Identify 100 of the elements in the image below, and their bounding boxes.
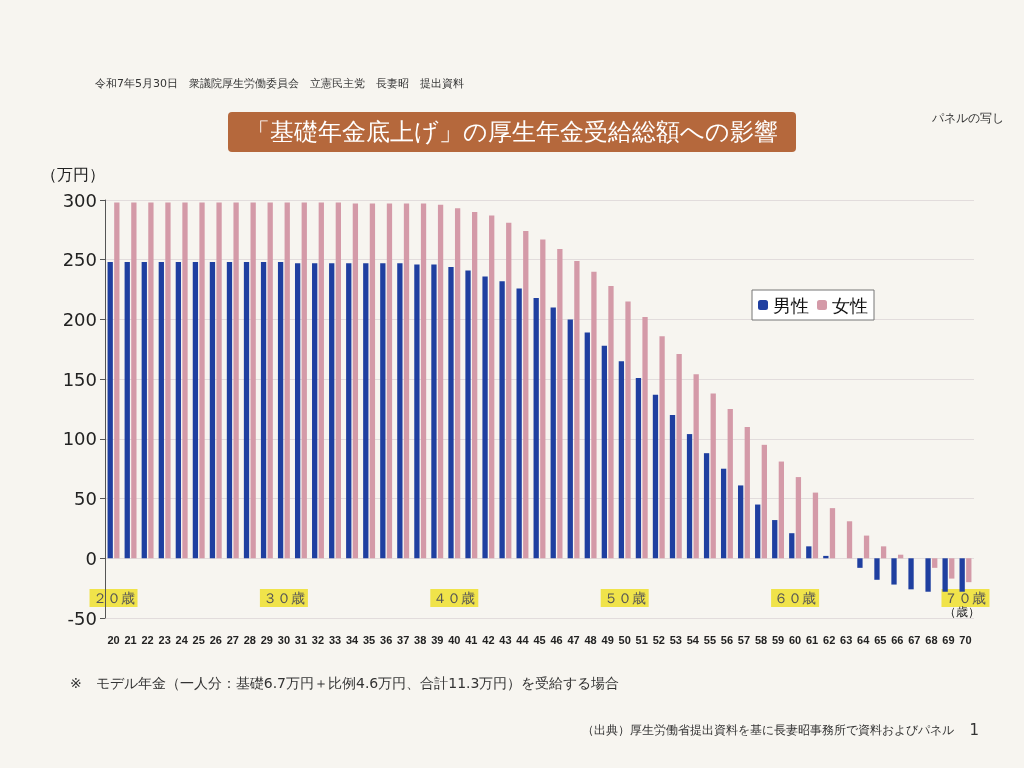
y-tick-label: 0 — [85, 547, 97, 569]
x-tick-label: 36 — [380, 633, 393, 646]
bar — [397, 263, 403, 559]
x-tick-label: 56 — [720, 633, 734, 646]
bar — [591, 271, 597, 559]
bar — [369, 203, 376, 559]
bar — [148, 202, 154, 559]
bar — [863, 535, 870, 559]
bar — [755, 504, 761, 559]
bar — [908, 558, 914, 590]
x-tick-label: 44 — [516, 633, 530, 646]
x-tick-label: 61 — [806, 633, 819, 646]
x-tick-label: 22 — [141, 633, 154, 646]
y-tick-label: 100 — [62, 428, 97, 450]
bar — [823, 555, 829, 559]
x-tick-label: 65 — [874, 633, 887, 646]
bar — [642, 317, 648, 559]
annotation: ３０歳 — [262, 590, 305, 606]
bar — [284, 202, 290, 559]
bar — [710, 393, 716, 559]
bar — [608, 285, 614, 559]
x-tick-label: 37 — [397, 633, 410, 646]
text: 令和7年5月30日 衆議院厚生労働委員会 立憲民主党 長妻昭 提出資料 — [95, 77, 464, 90]
x-tick-label: 35 — [362, 633, 376, 646]
x-tick-label: 52 — [652, 633, 665, 646]
bar — [584, 332, 590, 559]
bar — [925, 558, 931, 592]
x-tick-label: 30 — [277, 633, 291, 646]
bar — [727, 409, 733, 559]
bar — [846, 521, 853, 559]
y-tick-label: 50 — [74, 488, 97, 510]
bar — [652, 394, 659, 559]
legend-label: 女性 — [832, 294, 868, 316]
bar — [352, 203, 359, 559]
bar — [209, 262, 216, 559]
x-tick-label: 62 — [823, 633, 836, 646]
bar — [874, 558, 880, 580]
bar — [482, 276, 488, 559]
bar — [318, 202, 324, 559]
bar — [182, 202, 188, 559]
bar — [454, 208, 461, 559]
bar — [267, 202, 273, 559]
x-tick-label: 70 — [959, 633, 972, 646]
bar — [243, 262, 250, 559]
bar — [523, 231, 529, 559]
x-tick-label: 66 — [891, 633, 904, 646]
bar — [693, 374, 699, 559]
bar — [557, 248, 563, 559]
bar — [233, 202, 239, 559]
x-tick-label: 63 — [840, 633, 853, 646]
annotation: ５０歳 — [603, 590, 646, 606]
y-tick-label: 300 — [62, 189, 97, 211]
bar — [959, 558, 965, 592]
x-tick-label: 28 — [243, 633, 256, 646]
bar — [703, 453, 710, 559]
bar — [226, 262, 233, 559]
x-tick-label: 34 — [345, 633, 360, 646]
x-tick-label: 50 — [618, 633, 631, 646]
bar — [738, 485, 744, 559]
bar — [260, 262, 267, 559]
y-tick-label: -50 — [67, 607, 97, 629]
x-tick-label: 67 — [908, 633, 921, 646]
bar — [601, 345, 607, 559]
bar — [618, 361, 625, 559]
bar — [335, 202, 341, 559]
x-tick-label: 20 — [107, 633, 120, 646]
x-tick-label: 68 — [925, 633, 938, 646]
annotation: ２０歳 — [92, 590, 135, 606]
text: （出典）厚生労働省提出資料を基に長妻昭事務所で資料およびパネル — [582, 723, 954, 737]
bar — [720, 468, 727, 559]
bar — [533, 297, 539, 559]
bar — [829, 508, 836, 559]
bar — [437, 204, 444, 559]
y-tick-label: 150 — [62, 368, 97, 390]
bar — [516, 288, 522, 559]
bar — [420, 203, 427, 559]
bar — [744, 426, 750, 559]
text: ※ モデル年金（一人分：基礎6.7万円＋比例4.6万円、合計11.3万円）を受給する場合 — [70, 675, 620, 691]
bar — [772, 520, 778, 559]
x-tick-label: 48 — [584, 633, 597, 646]
x-tick-label: 64 — [857, 633, 871, 646]
x-tick-label: 45 — [533, 633, 546, 646]
x-axis-title: （歳） — [944, 605, 980, 620]
bar — [329, 263, 335, 559]
legend-label: 男性 — [773, 294, 809, 316]
x-tick-label: 24 — [175, 633, 189, 646]
y-tick-label: 250 — [62, 249, 97, 271]
text: パネルの写し — [931, 111, 1004, 125]
x-tick-label: 57 — [737, 633, 751, 646]
bar — [472, 211, 478, 559]
y-axis-title: （万円） — [41, 164, 105, 184]
x-tick-label: 26 — [209, 633, 222, 646]
x-tick-label: 33 — [328, 633, 342, 646]
bar — [789, 533, 795, 559]
bar — [966, 558, 972, 583]
x-tick-label: 31 — [294, 633, 308, 646]
bar — [158, 262, 164, 559]
x-tick-label: 21 — [124, 633, 137, 646]
x-tick-label: 39 — [431, 633, 444, 646]
x-tick-label: 53 — [669, 633, 682, 646]
